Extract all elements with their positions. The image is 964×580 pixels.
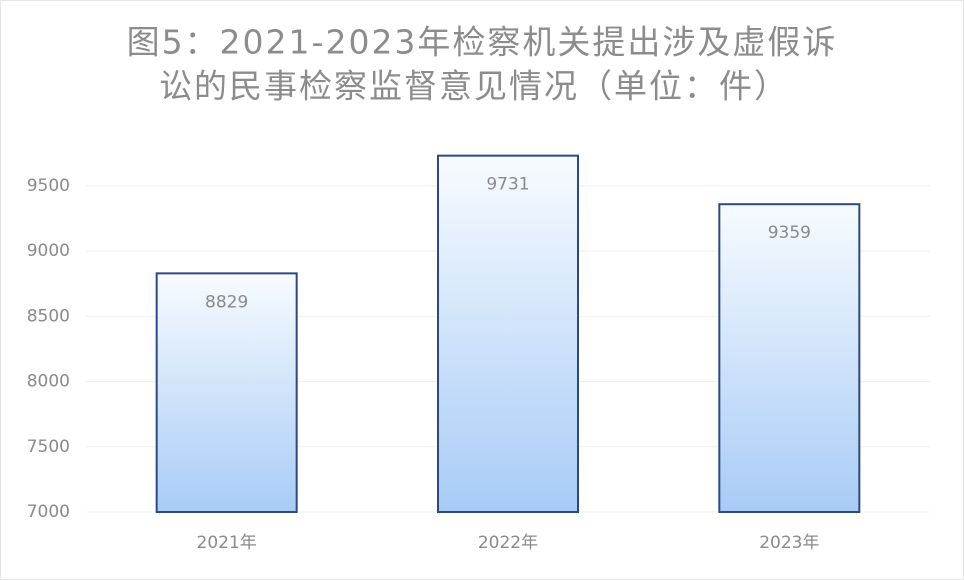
x-tick-label: 2022年 — [478, 533, 538, 553]
x-tick-label: 2023年 — [759, 533, 819, 553]
y-tick-label: 8000 — [27, 372, 70, 392]
y-tick-label: 9500 — [27, 176, 70, 196]
y-tick-label: 9000 — [27, 241, 70, 261]
chart-title: 图5：2021-2023年检察机关提出涉及虚假诉 — [127, 23, 838, 62]
y-tick-label: 8500 — [27, 306, 70, 326]
chart-title: 讼的民事检察监督意见情况（单位：件） — [159, 67, 789, 106]
bar — [437, 154, 579, 513]
value-label: 8829 — [205, 292, 248, 312]
bar — [155, 272, 298, 513]
value-label: 9359 — [768, 223, 811, 243]
y-tick-label: 7000 — [27, 502, 70, 522]
y-tick-label: 7500 — [27, 437, 70, 457]
bar — [718, 203, 861, 513]
x-tick-label: 2021年 — [197, 533, 257, 553]
value-label: 9731 — [486, 175, 529, 195]
